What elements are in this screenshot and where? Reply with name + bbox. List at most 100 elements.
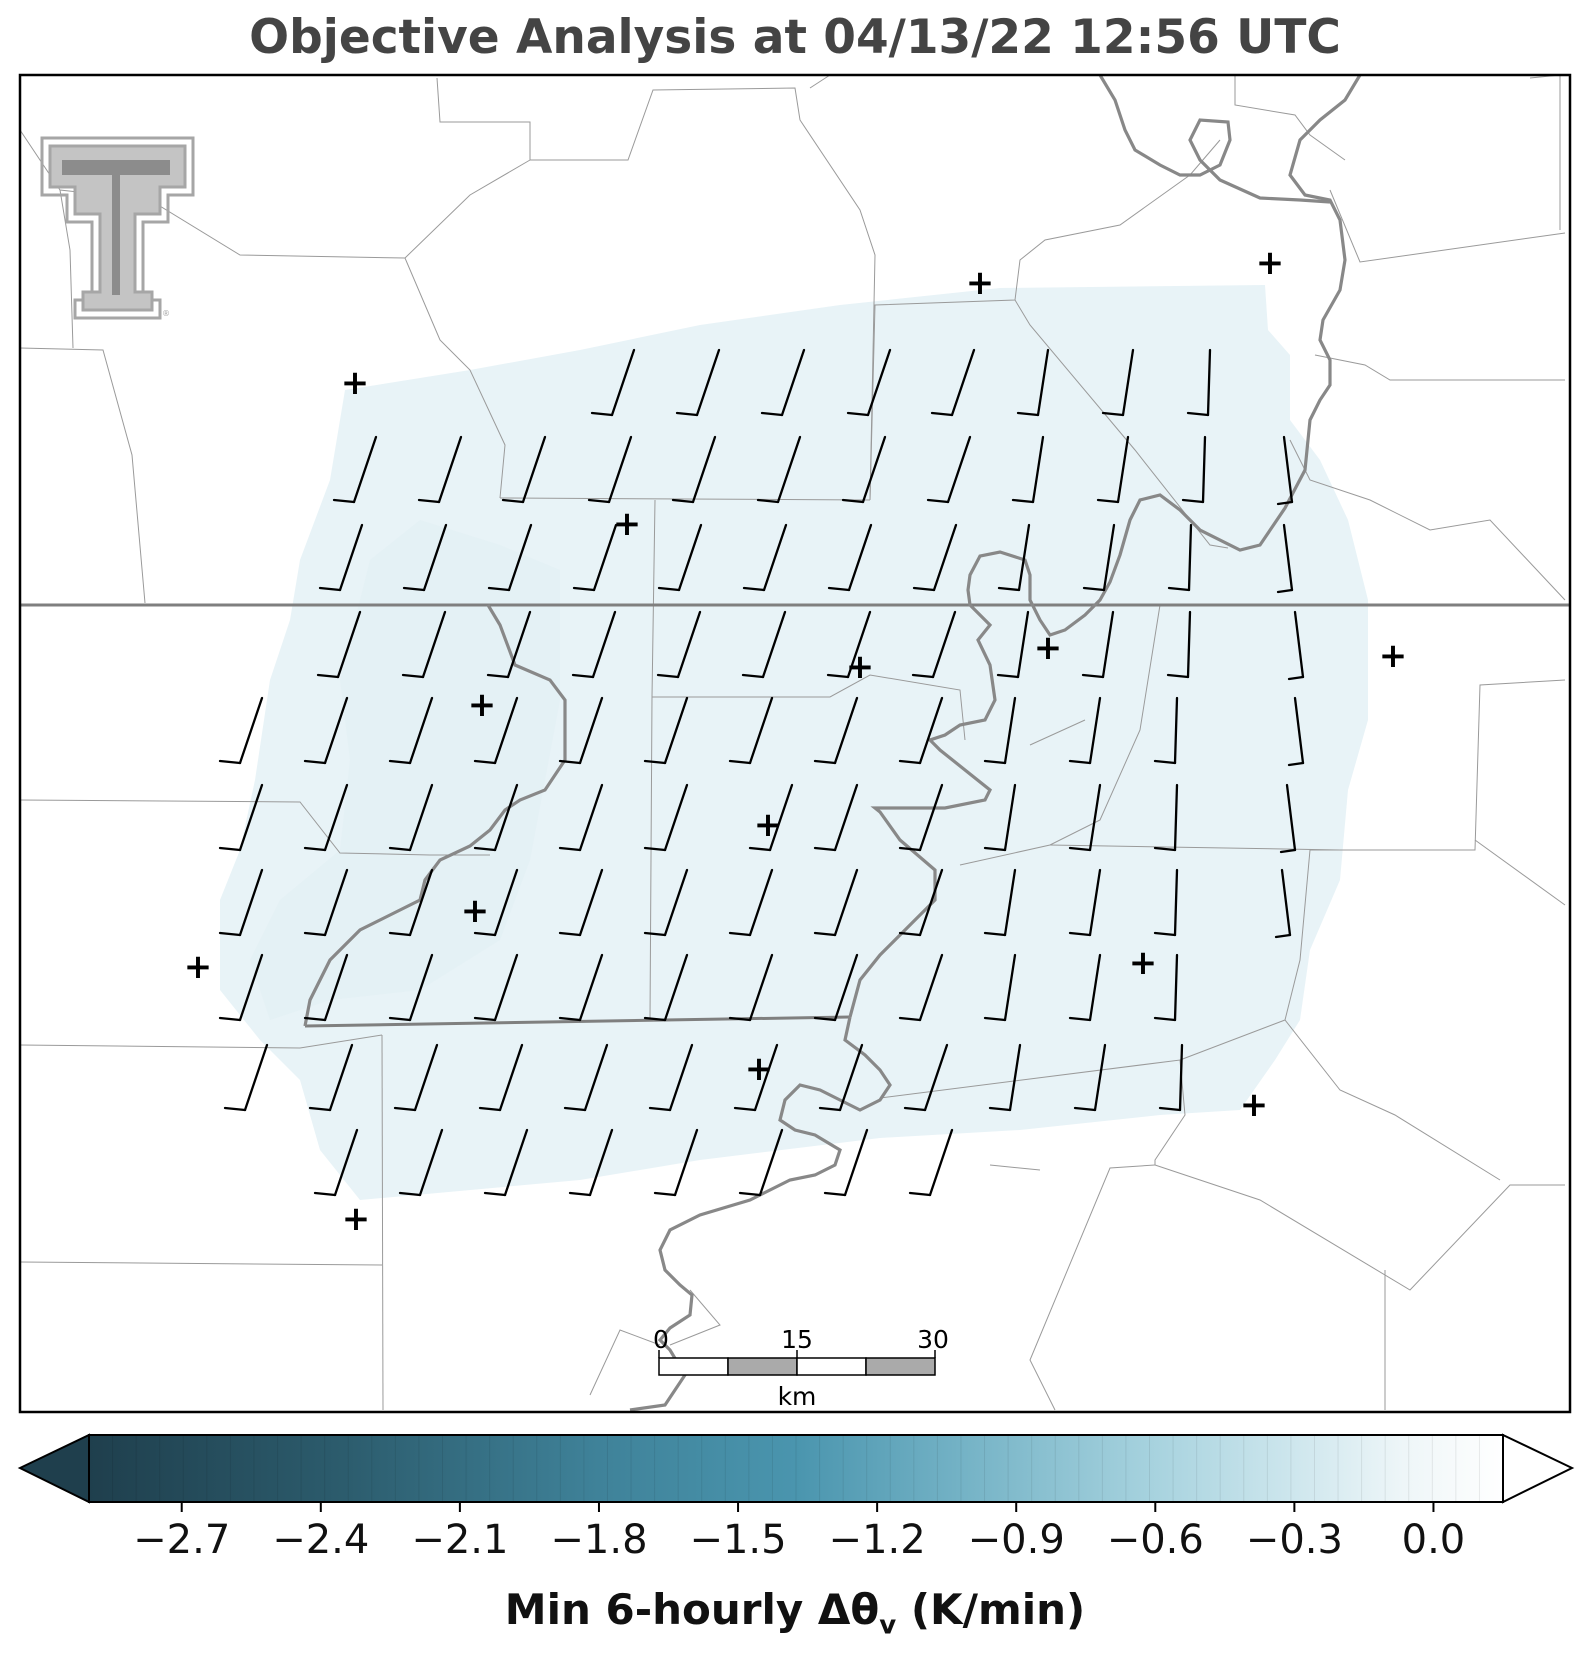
colorbar-label: Min 6-hourly Δθv (K/min): [504, 1585, 1086, 1641]
wind-barb: [308, 1043, 354, 1112]
wind-barb: [587, 435, 633, 504]
wind-barb: [996, 610, 1030, 679]
wind-barb: [813, 696, 859, 765]
wind-barb: [898, 783, 944, 852]
wind-barb: [393, 1043, 439, 1112]
wind-barb: [983, 953, 1017, 1022]
colorbar-bands: [112, 1436, 1480, 1501]
wind-barb: [671, 435, 717, 504]
wind-barb: [1068, 868, 1102, 937]
wind-barb: [643, 868, 689, 937]
scale-tick-15: 15: [781, 1325, 813, 1354]
wind-barb: [572, 523, 618, 592]
colorbar-tick-label: −1.5: [689, 1517, 786, 1563]
wind-barb: [742, 523, 788, 592]
wind-barb: [1166, 610, 1192, 679]
colorbar-tick-label: −2.1: [411, 1517, 508, 1563]
wind-barb: [823, 1128, 869, 1197]
wind-barb: [728, 953, 774, 1022]
wind-barb: [1153, 696, 1179, 765]
wind-barb: [318, 523, 364, 592]
wind-barb: [473, 783, 519, 852]
wind-barb: [571, 610, 617, 679]
wind-barb: [1276, 523, 1294, 594]
colorbar-ticks: −2.7 −2.4 −2.1 −1.8 −1.5 −1.2 −0.9 −0.6 −0.3 0.0: [133, 1502, 1465, 1563]
station-marker: +: [184, 947, 213, 987]
wind-barb: [398, 1128, 444, 1197]
station-marker: +: [613, 504, 642, 544]
wind-barb: [1186, 348, 1212, 417]
state-boundaries: [20, 603, 1570, 1028]
wind-barb: [911, 610, 957, 679]
wind-barb: [1276, 435, 1294, 506]
wind-barb: [486, 610, 532, 679]
wind-barb: [558, 868, 604, 937]
scale-bar: 0 15 30 km: [653, 1325, 949, 1411]
wind-barb: [738, 1128, 784, 1197]
wind-barb: [827, 523, 873, 592]
wind-barb: [487, 523, 533, 592]
colorbar-tick-label: 0.0: [1402, 1517, 1466, 1563]
wind-barb: [846, 348, 892, 417]
station-marker: +: [461, 891, 490, 931]
wind-barb: [1167, 523, 1193, 592]
wind-barb: [653, 1128, 699, 1197]
station-markers: + + + + + + + + + + + + + + +: [184, 243, 1408, 1239]
station-marker: +: [966, 263, 995, 303]
analysis-field-shading: [220, 285, 1368, 1200]
texas-tech-double-t-logo: ®: [40, 136, 195, 320]
wind-barb: [388, 696, 434, 765]
map-panel: + + + + + + + + + + + + + + + ® 0 15 30 km: [18, 73, 1572, 1414]
station-marker: +: [846, 647, 875, 687]
wind-barb: [316, 610, 362, 679]
wind-barb: [483, 1128, 529, 1197]
page-title: Objective Analysis at 04/13/22 12:56 UTC: [249, 10, 1341, 65]
wind-barb: [223, 1043, 269, 1112]
wind-barb: [983, 868, 1017, 937]
wind-barb: [1082, 523, 1116, 592]
scale-unit: km: [778, 1382, 817, 1411]
station-marker: +: [468, 685, 497, 725]
wind-barb: [590, 348, 636, 417]
wind-barb: [760, 348, 806, 417]
wind-barb: [401, 610, 447, 679]
wind-barb: [1181, 435, 1207, 504]
wind-barb: [643, 953, 689, 1022]
wind-barb: [1153, 783, 1179, 852]
wind-barb: [1068, 783, 1102, 852]
colorbar-body: [88, 1434, 1504, 1503]
wind-barb: [1016, 348, 1050, 417]
wind-barb: [1073, 1043, 1107, 1112]
rivers: [303, 74, 1362, 1412]
wind-barb: [813, 953, 859, 1022]
wind-barb: [903, 1043, 949, 1112]
map-frame: [18, 73, 1572, 1414]
wind-barb: [473, 868, 519, 937]
station-marker: +: [1240, 1085, 1269, 1125]
wind-barb: [1279, 783, 1297, 854]
station-marker: +: [1034, 628, 1063, 668]
wind-barb: [303, 868, 349, 937]
wind-barb: [898, 953, 944, 1022]
wind-barb: [826, 610, 872, 679]
wind-barb: [388, 783, 434, 852]
wind-barb: [558, 696, 604, 765]
wind-barb: [501, 435, 547, 504]
wind-barb: [898, 696, 944, 765]
colorbar-extend-high: [1502, 1433, 1575, 1504]
colorbar-tick-label: −0.6: [1107, 1517, 1204, 1563]
wind-barb: [473, 696, 519, 765]
wind-barb: [563, 1043, 609, 1112]
wind-barb: [473, 953, 519, 1022]
wind-barb: [983, 783, 1017, 852]
station-marker: +: [341, 363, 370, 403]
wind-barb: [988, 1043, 1022, 1112]
county-lines: [19, 74, 1566, 1411]
station-marker: +: [1379, 636, 1408, 676]
wind-barb: [218, 953, 264, 1022]
station-marker: +: [754, 805, 783, 845]
colorbar-tick-label: −0.3: [1246, 1517, 1343, 1563]
wind-barb: [643, 696, 689, 765]
wind-barb: [1101, 348, 1135, 417]
wind-barb: [1096, 435, 1130, 504]
